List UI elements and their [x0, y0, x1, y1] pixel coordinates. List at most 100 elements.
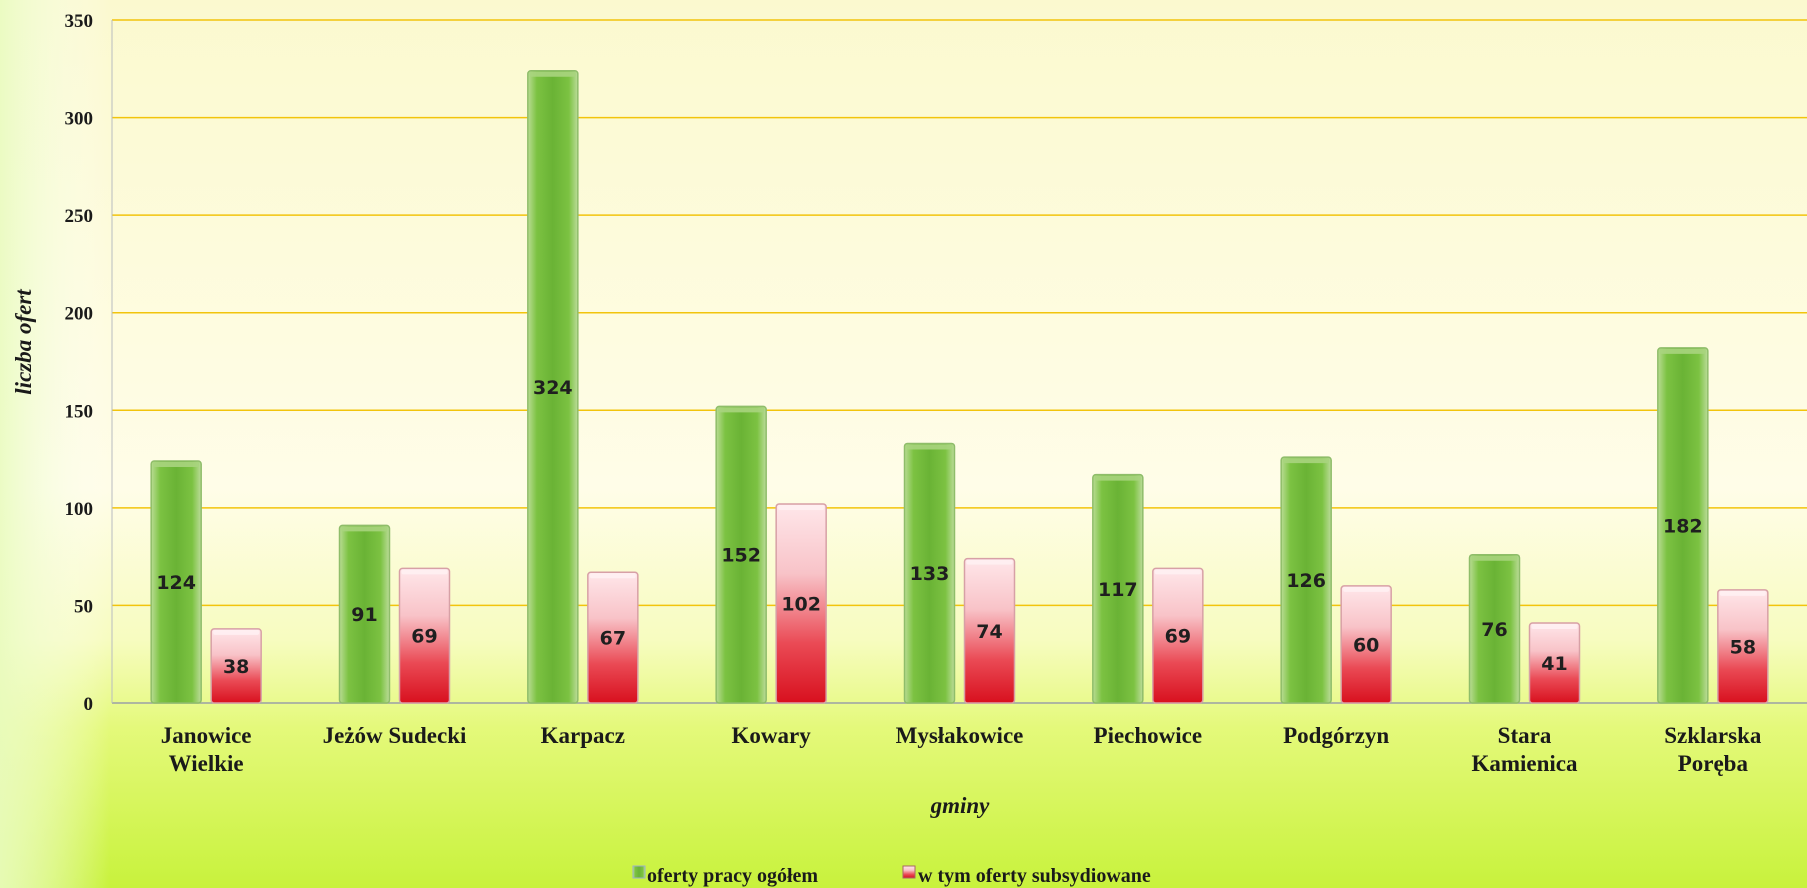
bar-subsidized: [398, 567, 451, 704]
x-category-label: Mysłakowice: [896, 723, 1024, 748]
bar-subsidized: [963, 557, 1016, 704]
x-category-label-line: Kamienica: [1471, 751, 1578, 776]
data-label-subsidized: 58: [1730, 636, 1756, 658]
x-category-label: Szklarska Poręba: [1664, 723, 1762, 776]
bar-cap-subsidized: [213, 629, 260, 635]
bar-total: [150, 460, 202, 704]
legend-label-total: oferty pracy ogółem: [647, 865, 818, 887]
legend: oferty pracy ogółem w tym oferty subsydi…: [632, 865, 1151, 887]
x-category-label: Karpacz: [541, 723, 625, 748]
y-tick-label: 200: [65, 304, 94, 325]
bar-total: [903, 442, 956, 704]
bar-total: [1657, 347, 1709, 704]
bar-subsidized: [210, 628, 262, 704]
y-axis-ticks: 0 50 100 150 200 250 300 350: [65, 11, 94, 715]
data-label-subsidized: 69: [411, 626, 437, 648]
x-category-label-line: Wielkie: [169, 751, 244, 776]
bar-cap-total: [1659, 348, 1706, 354]
legend-swatch-total: [632, 865, 646, 879]
bar-cap-subsidized: [1531, 623, 1578, 629]
x-category-label-line: Janowice: [161, 723, 252, 748]
x-axis-categories: Janowice Wielkie Jeżów Sudecki Karpacz Kowar…: [161, 723, 1762, 776]
data-label-subsidized: 38: [223, 656, 249, 678]
legend-label-subsidized: w tym oferty subsydiowane: [918, 865, 1151, 887]
bar-cap-subsidized: [966, 559, 1013, 565]
y-tick-label: 300: [65, 109, 94, 130]
data-label-subsidized: 102: [781, 593, 821, 615]
bar-cap-total: [1283, 458, 1330, 464]
data-label-total: 324: [533, 377, 573, 399]
legend-item-subsidized: w tym oferty subsydiowane: [902, 865, 1151, 887]
data-label-total: 117: [1098, 579, 1138, 601]
bar-cap-subsidized: [1719, 590, 1766, 596]
bar-cap-total: [1094, 475, 1141, 481]
data-label-total: 91: [351, 604, 377, 626]
x-category-label-line: Karpacz: [541, 723, 625, 748]
gridlines: [111, 19, 1807, 704]
chart-background-side-glow: [0, 0, 110, 888]
bar-total: [1280, 456, 1332, 704]
legend-swatch-subsidized: [902, 865, 916, 879]
bar-cap-total: [341, 526, 388, 532]
x-category-label-line: Kowary: [732, 723, 812, 748]
bar-total: [1468, 553, 1521, 704]
data-label-subsidized: 74: [976, 621, 1002, 643]
y-tick-label: 250: [65, 206, 94, 227]
x-category-label: Jeżów Sudecki: [323, 723, 467, 748]
x-category-label: Janowice Wielkie: [161, 723, 252, 776]
bar-subsidized: [775, 503, 827, 704]
bar-subsidized: [1340, 585, 1392, 704]
bar-cap-total: [529, 71, 576, 77]
y-axis-title: liczba ofert: [11, 289, 36, 395]
data-label-total: 126: [1286, 570, 1326, 592]
x-category-label-line: Piechowice: [1094, 723, 1203, 748]
bar-subsidized: [1152, 567, 1204, 704]
bar-total: [527, 69, 579, 704]
x-category-label: Podgórzyn: [1283, 723, 1389, 748]
x-category-label-line: Szklarska: [1664, 723, 1762, 748]
x-category-label-line: Podgórzyn: [1283, 723, 1389, 748]
bar-cap-subsidized: [1154, 569, 1201, 575]
data-label-total: 182: [1663, 515, 1703, 537]
bar-subsidized: [1717, 589, 1769, 704]
bar-cap-total: [718, 407, 765, 413]
x-category-label-line: Jeżów Sudecki: [323, 723, 467, 748]
bar-total: [715, 405, 767, 704]
data-label-total: 152: [721, 545, 761, 567]
x-category-label-line: Poręba: [1678, 751, 1749, 776]
x-category-label-line: Stara: [1498, 723, 1552, 748]
y-tick-label: 100: [65, 499, 94, 520]
bar-cap-subsidized: [778, 504, 825, 510]
data-label-subsidized: 69: [1165, 626, 1191, 648]
bar-cap-total: [153, 462, 200, 468]
data-label-subsidized: 67: [600, 628, 626, 650]
bar-cap-subsidized: [401, 569, 448, 575]
data-label-total: 76: [1481, 619, 1507, 641]
x-category-label-line: Mysłakowice: [896, 723, 1024, 748]
data-label-total: 133: [910, 563, 950, 585]
x-axis-title: gminy: [930, 793, 991, 818]
data-label-subsidized: 41: [1541, 653, 1567, 675]
y-tick-label: 150: [65, 401, 94, 422]
legend-item-total: oferty pracy ogółem: [632, 865, 818, 887]
bar-cap-subsidized: [1343, 586, 1390, 592]
bar-cap-total: [1471, 555, 1518, 561]
bar-total: [1092, 473, 1144, 704]
data-label-subsidized: 60: [1353, 634, 1379, 656]
bar-cap-total: [906, 444, 953, 450]
y-tick-label: 350: [65, 11, 94, 32]
x-category-label: Stara Kamienica: [1471, 723, 1578, 776]
bar-subsidized: [587, 571, 639, 704]
bar-subsidized: [1528, 622, 1581, 704]
data-labels: 124 38 91 69 324 67 152 102 133 74 117 69 126 60 76 41 1…: [156, 377, 1756, 678]
bar-cap-subsidized: [589, 573, 636, 579]
bar-total: [338, 524, 391, 704]
y-tick-label: 0: [84, 694, 94, 715]
x-category-label: Piechowice: [1094, 723, 1203, 748]
x-category-label: Kowary: [732, 723, 812, 748]
y-tick-label: 50: [74, 596, 93, 617]
data-label-total: 124: [156, 572, 196, 594]
